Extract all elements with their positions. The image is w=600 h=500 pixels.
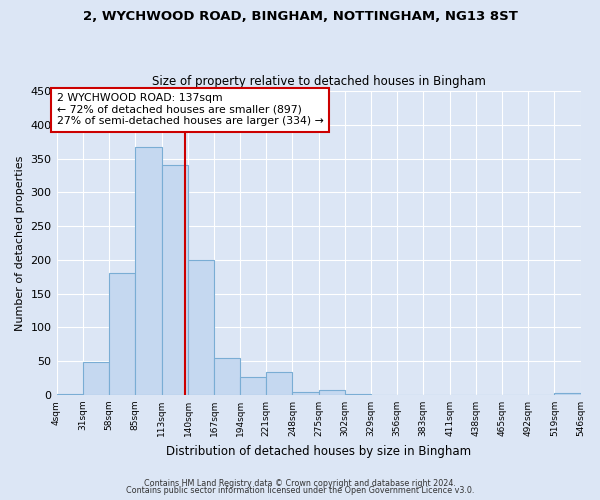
Text: Contains public sector information licensed under the Open Government Licence v3: Contains public sector information licen… [126,486,474,495]
Bar [554,393,581,395]
Bar [266,372,292,395]
Bar [319,390,344,395]
Bar [109,274,135,395]
Title: Size of property relative to detached houses in Bingham: Size of property relative to detached ho… [152,76,485,88]
Bar [135,147,162,395]
Text: Contains HM Land Registry data © Crown copyright and database right 2024.: Contains HM Land Registry data © Crown c… [144,478,456,488]
Y-axis label: Number of detached properties: Number of detached properties [15,156,25,330]
Bar [214,358,240,395]
X-axis label: Distribution of detached houses by size in Bingham: Distribution of detached houses by size … [166,444,471,458]
Bar [344,394,371,395]
Bar [240,378,266,395]
Bar [188,260,214,395]
Text: 2, WYCHWOOD ROAD, BINGHAM, NOTTINGHAM, NG13 8ST: 2, WYCHWOOD ROAD, BINGHAM, NOTTINGHAM, N… [83,10,517,23]
Bar [162,166,188,395]
Text: 2 WYCHWOOD ROAD: 137sqm
← 72% of detached houses are smaller (897)
27% of semi-d: 2 WYCHWOOD ROAD: 137sqm ← 72% of detache… [56,93,323,126]
Bar [83,362,109,395]
Bar [292,392,319,395]
Bar [56,394,83,395]
